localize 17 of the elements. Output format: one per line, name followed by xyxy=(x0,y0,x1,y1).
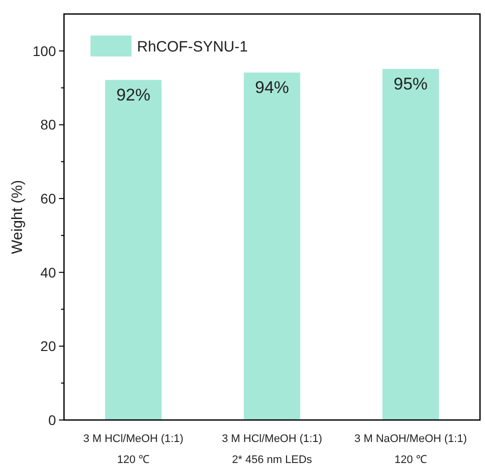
y-tick-label: 100 xyxy=(32,42,56,59)
bar xyxy=(105,80,162,420)
x-tick-label: 3 M NaOH/MeOH (1:1) 120 ℃ xyxy=(354,433,467,466)
y-tick-label: 80 xyxy=(40,116,56,133)
bar xyxy=(244,72,300,420)
bar xyxy=(382,68,439,420)
y-tick-label: 20 xyxy=(40,338,56,354)
y-tick-label: 60 xyxy=(40,190,56,206)
x-tick-label: 3 M HCl/MeOH (1:1) 2* 456 nm LEDs xyxy=(222,433,322,466)
data-label: 95% xyxy=(394,74,428,94)
data-label: 92% xyxy=(116,85,150,104)
x-tick-label: 3 M HCl/MeOH (1:1) 120 ℃ xyxy=(83,433,184,466)
y-tick-label: 40 xyxy=(40,264,56,280)
y-axis-title: Weight (%) xyxy=(9,180,26,254)
y-tick-label: 0 xyxy=(48,412,56,428)
legend-label: RhCOF-SYNU-1 xyxy=(137,38,248,56)
data-label: 94% xyxy=(254,78,290,98)
